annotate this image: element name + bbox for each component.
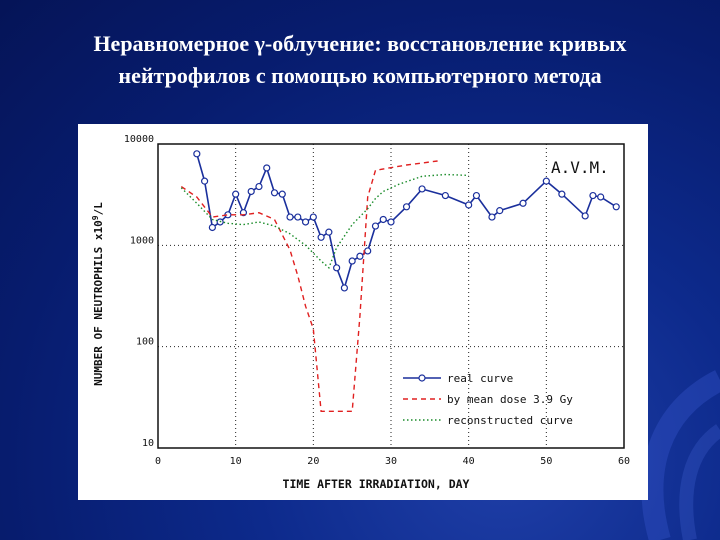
- data-point: [255, 182, 263, 191]
- legend-label-3: reconstructed curve: [447, 414, 573, 427]
- data-point: [270, 189, 279, 197]
- slide-title-line-1: Неравномерное γ-облучение: восстановлени…: [93, 31, 627, 56]
- data-point: [519, 199, 527, 207]
- data-point: [488, 213, 496, 221]
- legend-marker: [418, 374, 426, 382]
- data-point: [200, 177, 209, 185]
- series-layer: [180, 150, 620, 412]
- y-axis-label-prefix: NUMBER OF NEUTROPHILS x10: [92, 220, 105, 386]
- data-point: [597, 193, 605, 201]
- data-point: [309, 213, 317, 221]
- y-tick-label: 100: [136, 337, 154, 348]
- data-point: [418, 185, 426, 193]
- y-tick-labels: 10 100 1000 10000: [124, 134, 154, 449]
- data-point: [333, 264, 341, 272]
- y-axis-label-sup: 9: [91, 215, 100, 220]
- data-point: [472, 191, 481, 200]
- data-point: [247, 187, 255, 196]
- x-tick-label: 50: [540, 456, 552, 467]
- y-tick-label: 10000: [124, 134, 154, 145]
- chart-panel: 10 100 1000 10000 0 10 20 30 40 50 60 A.V.M. TIME…: [78, 124, 648, 500]
- data-point: [294, 213, 302, 221]
- data-point: [263, 164, 271, 172]
- data-point: [371, 222, 380, 230]
- data-point: [193, 150, 201, 158]
- series-line-1: [196, 153, 617, 291]
- data-point: [356, 252, 364, 260]
- plot-frame: [157, 143, 625, 449]
- series-line-2: [180, 160, 438, 412]
- y-axis-label-suffix: /L: [92, 202, 105, 216]
- data-point: [348, 257, 356, 265]
- data-point: [317, 233, 325, 241]
- data-point: [581, 212, 589, 220]
- data-point: [558, 190, 566, 198]
- x-tick-label: 0: [155, 456, 161, 467]
- y-axis-label: NUMBER OF NEUTROPHILS x109/L: [91, 202, 105, 386]
- annotation-label: A.V.M.: [551, 158, 609, 177]
- data-point: [387, 218, 395, 226]
- data-point: [379, 215, 387, 224]
- data-point: [325, 228, 333, 236]
- legend-label-2: by mean dose 3.9 Gy: [447, 393, 573, 406]
- data-point: [208, 223, 216, 232]
- data-point: [286, 213, 294, 221]
- x-tick-label: 60: [618, 456, 630, 467]
- x-tick-label: 40: [463, 456, 475, 467]
- legend-label-1: real curve: [447, 372, 513, 385]
- x-tick-label: 30: [385, 456, 397, 467]
- y-tick-label: 10: [142, 438, 154, 449]
- data-point: [278, 190, 286, 198]
- x-tick-labels: 0 10 20 30 40 50 60: [155, 456, 630, 467]
- data-point: [612, 203, 620, 211]
- x-axis-label: TIME AFTER IRRADIATION, DAY: [283, 477, 470, 491]
- data-point: [542, 177, 550, 185]
- data-point: [364, 247, 372, 255]
- x-tick-label: 10: [230, 456, 242, 467]
- slide-title: Неравномерное γ-облучение: восстановлени…: [0, 28, 720, 92]
- legend: real curve by mean dose 3.9 Gy reconstruct…: [403, 372, 573, 427]
- data-point: [441, 191, 449, 200]
- data-point: [232, 190, 240, 198]
- data-point: [340, 284, 348, 292]
- data-point: [402, 203, 411, 211]
- data-point: [465, 201, 473, 209]
- x-tick-label: 20: [307, 456, 319, 467]
- slide-title-line-2: нейтрофилов с помощью компьютерного мето…: [118, 63, 602, 88]
- data-point: [301, 218, 310, 226]
- data-point: [589, 191, 597, 200]
- y-tick-label: 1000: [130, 235, 154, 246]
- data-point: [496, 207, 504, 215]
